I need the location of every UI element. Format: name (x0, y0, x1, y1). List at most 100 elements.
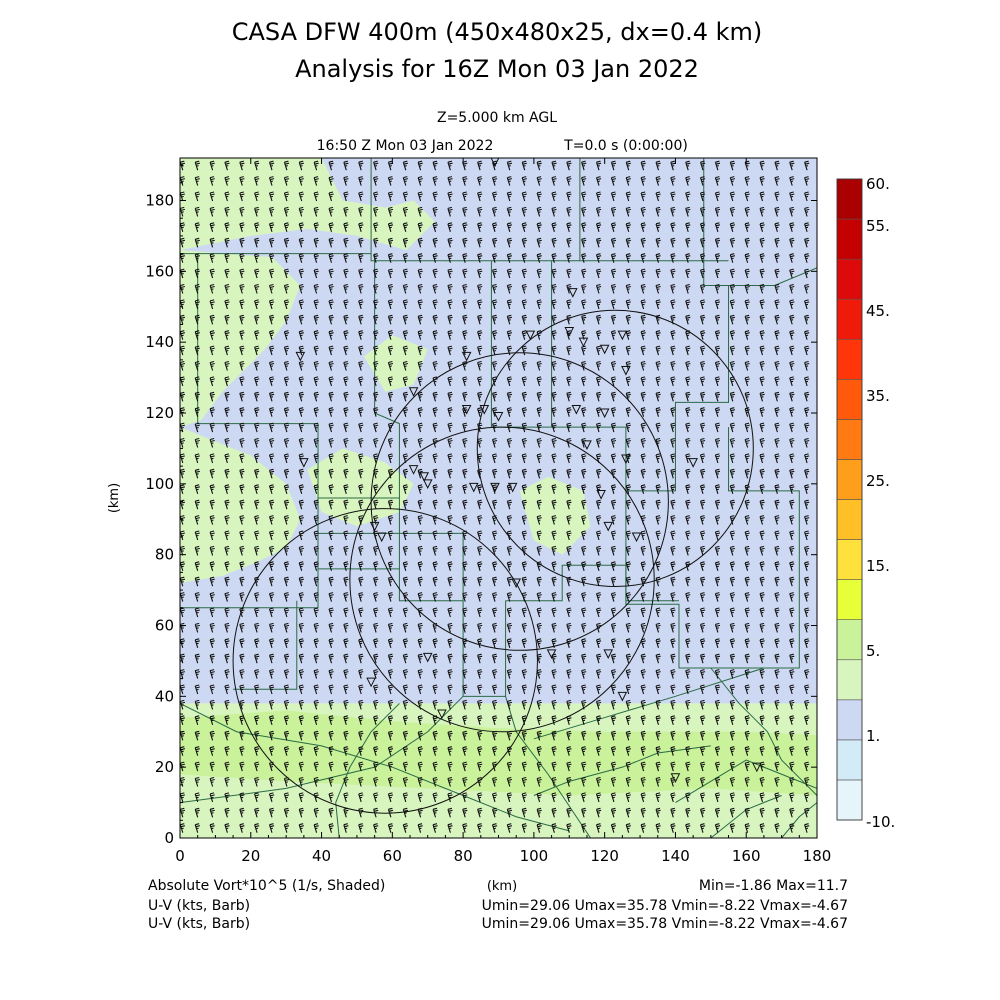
y-tick-label: 20 (155, 758, 174, 776)
field-label: Absolute Vort*10^5 (1/s, Shaded) (148, 878, 385, 894)
county-line (625, 285, 730, 492)
x-tick-label: 0 (175, 847, 185, 865)
y-tick-label: 80 (155, 546, 174, 564)
x-tick-label: 100 (520, 847, 549, 865)
barb-stats-1: Umin=29.06 Umax=35.78 Vmin=-8.22 Vmax=-4… (482, 898, 848, 914)
barb-label-1: U-V (kts, Barb) (148, 898, 250, 914)
radar-site-icon (603, 649, 614, 659)
radar-site-icon (408, 465, 419, 475)
county-line (180, 423, 319, 609)
colorbar-swatch (836, 779, 863, 821)
vort-patch-north-center (364, 335, 428, 392)
radar-site-icon (571, 404, 582, 415)
radar-range-ring (476, 309, 754, 588)
x-tick-label: 160 (732, 847, 761, 865)
colorbar-label: 5. (866, 642, 880, 660)
county-line (505, 564, 679, 602)
vort-patch-southwest (194, 717, 265, 753)
radar-site-icon (376, 532, 387, 543)
y-tick-label: 100 (145, 475, 174, 493)
county-line (180, 702, 570, 832)
radar-site-icon (408, 387, 419, 397)
x-tick-label: 140 (661, 847, 690, 865)
vort-band-northwest (180, 250, 301, 428)
x-axis-unit: (km) (487, 879, 517, 894)
county-line (180, 253, 729, 262)
radar-site-icon (621, 454, 631, 465)
radar-site-icon (422, 652, 433, 663)
chart-title: CASA DFW 400m (450x480x25, dx=0.4 km) (232, 18, 763, 46)
county-line (710, 795, 782, 838)
radar-site-icon (366, 677, 376, 688)
y-tick-label: 0 (164, 829, 174, 847)
colorbar-swatch (836, 739, 863, 781)
y-tick-label: 40 (155, 687, 174, 705)
radar-site-icon (490, 482, 500, 493)
radar-site-icon (295, 351, 306, 362)
colorbar-frame (836, 178, 863, 821)
colorbar-swatch (836, 258, 863, 300)
colorbar-swatch (836, 619, 863, 661)
radar-site-icon (546, 649, 557, 659)
colorbar-label: 1. (866, 727, 880, 745)
x-tick-label: 120 (590, 847, 619, 865)
radar-range-rings (232, 309, 754, 814)
county-line (533, 667, 765, 740)
radar-site-icon (599, 408, 610, 419)
radar-site-icon (461, 351, 472, 362)
colorbar-swatch (836, 298, 863, 340)
x-tick-label: 20 (241, 847, 260, 865)
radar-site-icon (631, 532, 642, 543)
radar-site-icon (525, 330, 536, 341)
radar-site-icon (670, 773, 681, 783)
colorbar-swatch (836, 419, 863, 460)
radar-site-icon (299, 458, 309, 468)
x-tick-label: 60 (383, 847, 402, 865)
colorbar-swatch (836, 499, 863, 540)
colorbar-label: 45. (866, 302, 890, 320)
barb-stats-2: Umin=29.06 Umax=35.78 Vmin=-8.22 Vmax=-4… (482, 916, 848, 932)
colorbar-label: 55. (866, 217, 890, 235)
colorbar-label: 15. (866, 557, 890, 575)
x-tick-label: 80 (454, 847, 473, 865)
y-tick-label: 160 (145, 262, 174, 280)
vort-band-west (180, 427, 301, 583)
county-line (625, 427, 800, 669)
radar-site-icon (752, 762, 762, 773)
y-tick-label: 180 (145, 192, 174, 210)
radar-range-ring (349, 426, 655, 733)
radar-site-icon (621, 366, 631, 376)
chart-subtitle: Analysis for 16Z Mon 03 Jan 2022 (295, 55, 699, 83)
colorbar-swatch (836, 379, 863, 420)
colorbar: 60. 55. 45. 35. 25. 15. 5. 1. -10. (836, 175, 895, 831)
county-line (233, 600, 298, 690)
county-line (318, 497, 400, 569)
county-line (675, 759, 817, 804)
x-tick-label: 40 (312, 847, 331, 865)
radar-site-icon (578, 337, 589, 348)
colorbar-label: 25. (866, 472, 890, 490)
county-line (781, 802, 817, 838)
min-max-label: Min=-1.86 Max=11.7 (699, 878, 848, 894)
radar-site-icon (437, 709, 447, 720)
radar-site-icon (419, 472, 429, 482)
county-line (490, 260, 627, 491)
radar-range-ring (232, 508, 538, 814)
radar-site-icon (461, 404, 472, 415)
county-line (703, 158, 817, 286)
colorbar-label: 35. (866, 387, 890, 405)
radar-site-icon (369, 521, 380, 532)
radar-site-icon (564, 327, 575, 337)
radar-site-icon (507, 482, 518, 493)
level-label: Z=5.000 km AGL (437, 110, 557, 126)
colorbar-label: 60. (866, 175, 890, 193)
county-line (335, 703, 400, 838)
county-line (505, 696, 591, 838)
radar-site-icon (599, 344, 610, 355)
radar-site-icon (511, 578, 522, 589)
county-line (318, 532, 464, 602)
y-tick-label: 120 (145, 404, 174, 422)
colorbar-swatch (836, 459, 863, 500)
y-tick-label: 60 (155, 617, 174, 635)
